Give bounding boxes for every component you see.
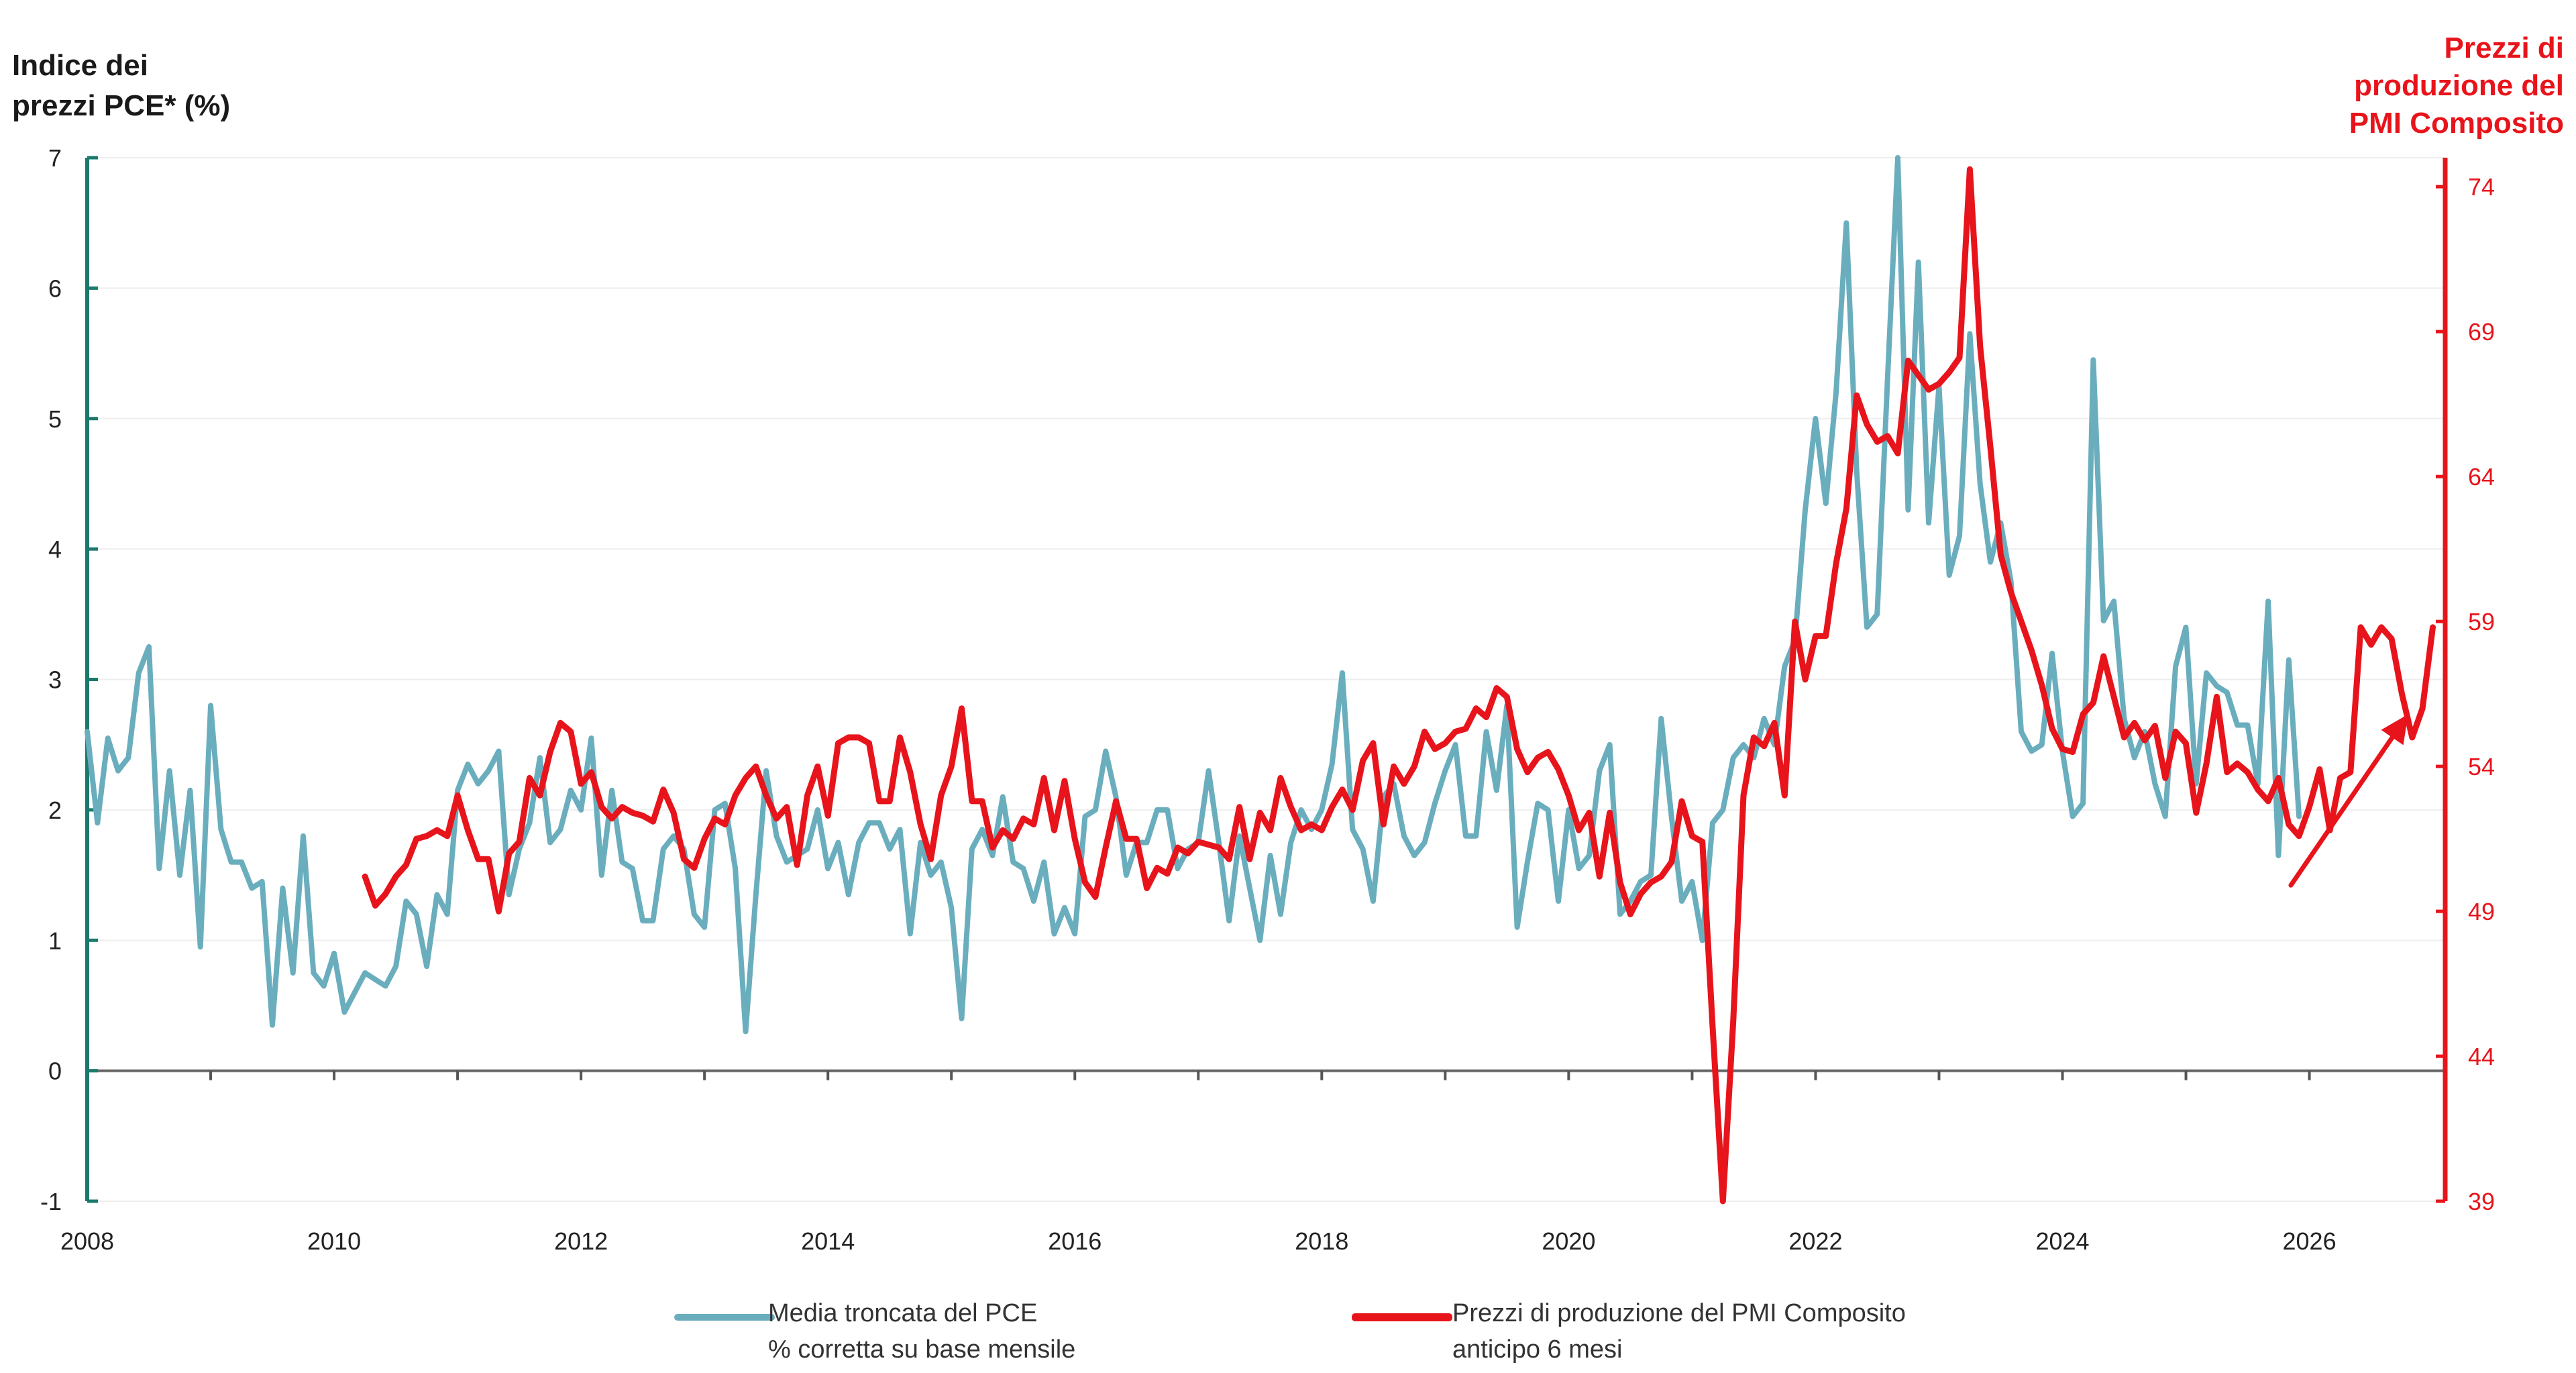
right-axis-title-line-2: produzione del <box>2354 69 2564 102</box>
y-left-tick-label: 5 <box>48 405 62 433</box>
x-tick-label: 2024 <box>2035 1227 2089 1255</box>
legend-label-pmi: Prezzi di produzione del PMI Composito a… <box>1452 1295 2056 1368</box>
x-tick-label: 2018 <box>1295 1227 1348 1255</box>
y-left-tick-label: 4 <box>48 536 62 563</box>
y-left-tick-label: 6 <box>48 274 62 302</box>
x-tick-label: 2010 <box>307 1227 361 1255</box>
y-right-tick-label: 59 <box>2468 608 2495 635</box>
legend-label-pce: Media troncata del PCE % corretta su bas… <box>768 1295 1372 1368</box>
x-tick-label: 2008 <box>60 1227 114 1255</box>
legend-pmi-line-1: Prezzi di produzione del PMI Composito <box>1452 1299 1906 1327</box>
x-tick-label: 2012 <box>554 1227 608 1255</box>
y-right-tick-label: 39 <box>2468 1188 2495 1215</box>
y-left-tick-label: -1 <box>40 1188 62 1215</box>
legend-pce-line-2: % corretta su base mensile <box>768 1335 1076 1364</box>
x-tick-label: 2016 <box>1048 1227 1102 1255</box>
left-axis-title: Indice dei prezzi PCE* (%) <box>12 46 294 126</box>
annotations <box>2288 714 2408 888</box>
left-axis-title-line-1: Indice dei <box>12 49 148 82</box>
x-tick-label: 2026 <box>2283 1227 2337 1255</box>
right-axis-title-line-3: PMI Composito <box>2349 107 2564 140</box>
y-right-tick-label: 44 <box>2468 1043 2495 1070</box>
y-left-tick-label: 1 <box>48 927 62 954</box>
trend-arrow-shaft <box>2288 735 2395 888</box>
x-tick-label: 2014 <box>801 1227 855 1255</box>
left-axis-title-line-2: prezzi PCE* (%) <box>12 89 231 122</box>
legend-pmi-line-2: anticipo 6 mesi <box>1452 1335 1623 1364</box>
y-right-tick-label: 69 <box>2468 318 2495 346</box>
x-axis: 2008 2010 2012 2014 2016 2018 2020 2022 2024 2026 <box>60 1070 2337 1255</box>
series-group <box>85 155 2436 1205</box>
legend-swatch-pce <box>674 1314 775 1321</box>
y-left-tick-label: 3 <box>48 666 62 694</box>
y-axis-right: 39 44 49 54 59 64 69 74 <box>2436 158 2495 1215</box>
x-tick-label: 2020 <box>1542 1227 1595 1255</box>
legend-pce-line-1: Media troncata del PCE <box>768 1299 1038 1327</box>
y-axis-left: -1 0 1 2 3 4 5 6 7 <box>40 144 98 1215</box>
legend-swatch-pmi <box>1352 1313 1452 1321</box>
right-axis-title: Prezzi di produzione del PMI Composito <box>2282 30 2564 142</box>
y-left-tick-label: 2 <box>48 797 62 824</box>
y-right-tick-label: 74 <box>2468 173 2495 201</box>
trend-arrow-head <box>2381 714 2408 746</box>
y-left-tick-label: 7 <box>48 144 62 172</box>
series-line-pmi <box>362 166 2436 1205</box>
grid-lines <box>87 157 2445 1202</box>
y-right-tick-label: 49 <box>2468 898 2495 925</box>
x-tick-label: 2022 <box>1788 1227 1842 1255</box>
y-right-tick-label: 64 <box>2468 463 2495 491</box>
y-right-tick-label: 54 <box>2468 753 2495 780</box>
y-left-tick-label: 0 <box>48 1058 62 1085</box>
right-axis-title-line-1: Prezzi di <box>2444 32 2565 64</box>
